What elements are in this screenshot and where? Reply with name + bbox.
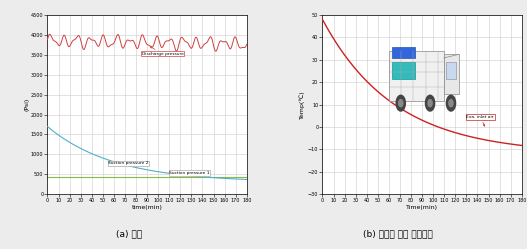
X-axis label: Time(min): Time(min): [406, 205, 438, 210]
Text: (a) 압력: (a) 압력: [116, 230, 142, 239]
Text: Discharge pressure: Discharge pressure: [142, 47, 183, 56]
Y-axis label: Temp(℃): Temp(℃): [300, 90, 305, 119]
Y-axis label: (Psi): (Psi): [24, 98, 30, 111]
Text: Suction pressure 1: Suction pressure 1: [169, 171, 210, 175]
Text: Eva. inlet air: Eva. inlet air: [466, 115, 494, 126]
Text: Suction pressure 2: Suction pressure 2: [109, 161, 149, 165]
X-axis label: time(min): time(min): [132, 205, 162, 210]
Text: (b) 증발기 입구 공기온도: (b) 증발기 입구 공기온도: [363, 230, 433, 239]
